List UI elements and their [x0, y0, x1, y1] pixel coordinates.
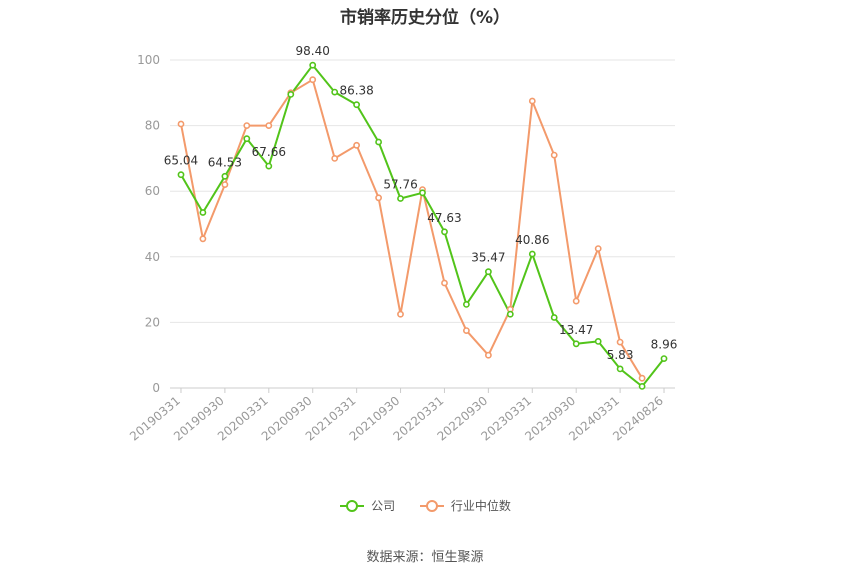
- data-label: 5.83: [607, 348, 634, 362]
- series-points: [177, 61, 668, 390]
- line-chart: 0204060801002019033120190930202003312020…: [127, 44, 678, 444]
- data-point-0: [419, 189, 426, 197]
- y-tick-label: 20: [145, 315, 160, 329]
- data-label: 98.40: [296, 44, 330, 58]
- y-tick-label: 40: [145, 250, 160, 264]
- data-point-1: [572, 297, 580, 305]
- y-tick-label: 100: [137, 53, 160, 67]
- series-line-1: [180, 78, 643, 379]
- data-point-1: [243, 122, 251, 129]
- data-point-0: [375, 138, 382, 146]
- data-point-0: [397, 195, 404, 202]
- y-tick-label: 0: [152, 381, 160, 395]
- data-point-1: [309, 76, 317, 84]
- data-point-0: [199, 209, 207, 216]
- data-label: 86.38: [339, 84, 373, 98]
- data-point-1: [331, 154, 339, 162]
- data-point-1: [638, 374, 646, 382]
- data-point-0: [309, 61, 317, 69]
- data-point-1: [199, 235, 207, 243]
- data-label: 47.63: [427, 211, 461, 225]
- data-label: 64.53: [208, 155, 242, 169]
- data-point-0: [243, 135, 251, 143]
- data-point-0: [616, 365, 624, 373]
- data-point-0: [594, 337, 602, 345]
- data-point-1: [484, 351, 492, 359]
- data-point-0: [287, 91, 295, 98]
- data-point-0: [528, 250, 536, 258]
- data-label: 67.66: [252, 145, 286, 159]
- data-point-1: [397, 310, 404, 318]
- source-note: 数据来源：恒生聚源: [366, 550, 484, 565]
- data-point-1: [353, 141, 360, 149]
- data-point-1: [462, 327, 470, 334]
- data-point-1: [528, 97, 536, 105]
- data-point-0: [265, 162, 273, 170]
- data-label: 35.47: [471, 251, 505, 265]
- data-point-0: [441, 228, 448, 236]
- data-label: 57.76: [383, 178, 417, 192]
- data-point-0: [484, 268, 492, 276]
- data-label: 40.86: [515, 233, 549, 247]
- legend-swatch-industry-median: [419, 499, 444, 512]
- data-point-0: [462, 300, 470, 308]
- data-point-0: [221, 172, 229, 180]
- data-point-0: [638, 382, 646, 390]
- y-tick-label: 80: [145, 119, 160, 133]
- series-line-0: [180, 64, 665, 388]
- axes: 0204060801002019033120190930202003312020…: [127, 53, 675, 444]
- chart-title: 市销率历史分位（%）: [339, 8, 511, 28]
- data-point-0: [331, 88, 339, 96]
- data-point-1: [616, 338, 624, 346]
- data-point-1: [265, 122, 273, 129]
- data-point-0: [572, 340, 580, 348]
- data-point-0: [353, 101, 360, 109]
- data-point-1: [550, 151, 558, 159]
- data-point-0: [550, 314, 558, 321]
- data-point-1: [221, 181, 229, 188]
- data-point-1: [375, 194, 382, 202]
- data-label: 65.04: [164, 154, 198, 168]
- data-labels: 65.04 64.53 67.66 98.40 86.38 57.76 47.63 35.47…: [164, 44, 678, 362]
- series-lines: [180, 64, 665, 388]
- data-point-0: [177, 171, 185, 179]
- legend: 公司 行业中位数: [0, 497, 850, 515]
- data-point-1: [594, 245, 602, 252]
- data-label: 8.96: [651, 338, 678, 352]
- legend-label-company: 公司: [371, 499, 396, 513]
- data-label: 13.47: [559, 323, 593, 337]
- y-tick-label: 60: [145, 184, 160, 198]
- legend-swatch-company: [340, 499, 365, 512]
- legend-item-company[interactable]: 公司: [339, 497, 395, 514]
- legend-label-industry-median: 行业中位数: [450, 499, 511, 513]
- data-point-0: [660, 355, 668, 362]
- data-point-1: [441, 279, 448, 287]
- data-point-1: [177, 120, 185, 128]
- data-point-0: [506, 310, 514, 318]
- legend-item-industry-median[interactable]: 行业中位数: [419, 497, 511, 514]
